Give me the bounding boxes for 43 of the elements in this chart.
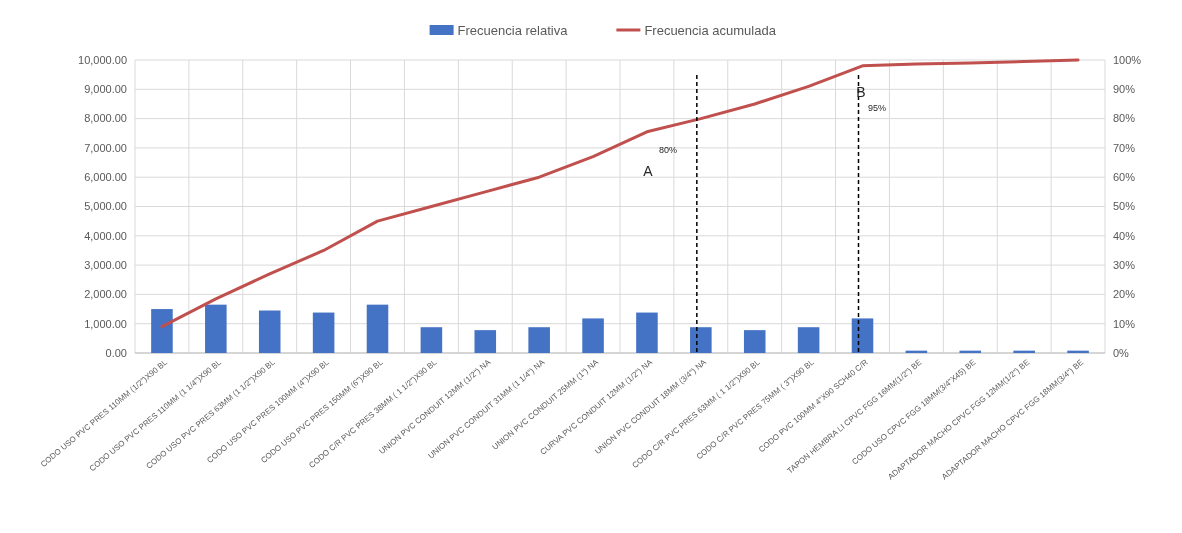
bar (474, 330, 497, 353)
bar (690, 327, 712, 353)
y2-tick-label: 90% (1113, 83, 1136, 96)
bar (582, 318, 604, 353)
annotation: B (856, 84, 866, 100)
bar (636, 312, 658, 353)
bar (312, 312, 335, 353)
y2-tick-label: 60% (1113, 171, 1136, 184)
line-series (160, 58, 1080, 329)
y2-tick-label: 10% (1113, 317, 1136, 330)
annotation: 95% (867, 103, 887, 113)
legend-label: Frecuencia acumulada (644, 22, 777, 38)
y-tick-label: 9,000.00 (84, 83, 127, 96)
bar (258, 310, 281, 353)
y2-tick-label: 50% (1113, 200, 1136, 213)
bar (151, 309, 173, 353)
annotation: A (643, 163, 654, 179)
y2-tick-label: 100% (1113, 53, 1142, 66)
y2-tick-label: 80% (1113, 112, 1136, 125)
bar (528, 327, 550, 353)
y-tick-label: 7,000.00 (84, 141, 127, 154)
legend-label: Frecuencia relativa (457, 22, 569, 38)
y-tick-label: 8,000.00 (84, 112, 127, 125)
y2-tick-label: 0% (1113, 346, 1130, 359)
y-tick-label: 2,000.00 (84, 288, 127, 301)
y-tick-label: 5,000.00 (84, 200, 127, 213)
y2-tick-label: 20% (1113, 288, 1136, 301)
y-tick-label: 1,000.00 (84, 317, 127, 330)
y2-tick-label: 70% (1113, 141, 1136, 154)
y-tick-label: 10,000.00 (78, 53, 127, 66)
bar (743, 330, 766, 353)
bar (366, 304, 389, 353)
bar (851, 318, 874, 353)
y-tick-label: 6,000.00 (84, 171, 127, 184)
bar (205, 304, 227, 353)
y2-tick-label: 40% (1113, 229, 1136, 242)
y-tick-label: 3,000.00 (84, 258, 127, 271)
bar (420, 327, 443, 353)
annotation: 80% (658, 145, 678, 155)
y-tick-label: 0.00 (105, 346, 127, 359)
y2-tick-label: 30% (1113, 258, 1136, 271)
bar (797, 327, 820, 353)
y-tick-label: 4,000.00 (84, 229, 127, 242)
